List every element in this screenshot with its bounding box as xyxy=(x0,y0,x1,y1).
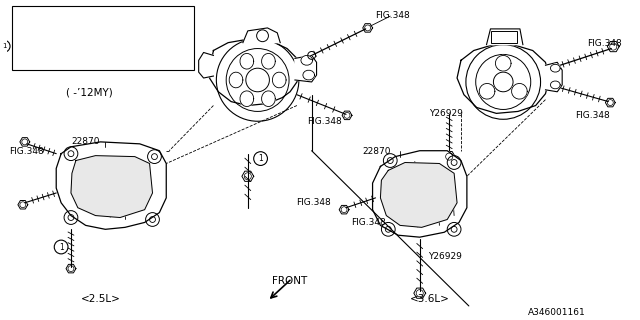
Polygon shape xyxy=(243,28,280,43)
Polygon shape xyxy=(303,70,315,80)
Text: ( -’12MY): ( -’12MY) xyxy=(66,88,113,98)
Text: Y26929: Y26929 xyxy=(429,109,463,118)
Text: <'12MY>: <'12MY> xyxy=(66,60,101,69)
Text: FIG.348: FIG.348 xyxy=(351,218,386,227)
Polygon shape xyxy=(550,81,560,89)
Text: FIG.348: FIG.348 xyxy=(376,11,410,20)
Text: 1: 1 xyxy=(258,154,263,163)
Polygon shape xyxy=(372,151,467,237)
Polygon shape xyxy=(198,52,213,78)
Polygon shape xyxy=(71,156,152,218)
Text: Y26929: Y26929 xyxy=(428,252,461,261)
Text: 22870: 22870 xyxy=(363,147,391,156)
Polygon shape xyxy=(495,55,511,71)
Text: J20865: J20865 xyxy=(15,60,42,69)
Polygon shape xyxy=(295,55,317,82)
Polygon shape xyxy=(301,56,312,65)
Text: <2.5L>: <2.5L> xyxy=(81,294,120,304)
Text: <'12MY>: <'12MY> xyxy=(66,44,101,53)
Polygon shape xyxy=(240,53,253,69)
Text: <-1002>: <-1002> xyxy=(66,12,100,21)
Text: 1: 1 xyxy=(2,43,6,49)
Text: <NA>: <NA> xyxy=(143,60,166,69)
Text: FRONT: FRONT xyxy=(273,276,308,286)
Text: <1002-'11MY>: <1002-'11MY> xyxy=(66,28,124,37)
Polygon shape xyxy=(56,142,166,229)
Polygon shape xyxy=(545,62,562,92)
Polygon shape xyxy=(457,44,549,113)
Text: 22870: 22870 xyxy=(71,137,99,146)
Polygon shape xyxy=(229,72,243,88)
Text: FIG.348: FIG.348 xyxy=(575,111,610,120)
Polygon shape xyxy=(380,163,457,227)
Text: J20865: J20865 xyxy=(15,28,42,37)
Text: FIG.348: FIG.348 xyxy=(307,117,342,126)
Text: A50822: A50822 xyxy=(15,12,44,21)
Polygon shape xyxy=(262,91,275,107)
Text: A50822: A50822 xyxy=(15,44,44,53)
Polygon shape xyxy=(240,91,253,107)
Bar xyxy=(492,31,517,43)
Text: A346001161: A346001161 xyxy=(528,308,586,317)
Text: <TURBO>: <TURBO> xyxy=(143,44,182,53)
Bar xyxy=(12,6,194,70)
Polygon shape xyxy=(550,64,560,72)
Polygon shape xyxy=(486,29,523,44)
Polygon shape xyxy=(479,84,495,99)
Text: <3.6L>: <3.6L> xyxy=(410,294,449,304)
Polygon shape xyxy=(273,72,286,88)
Polygon shape xyxy=(209,39,300,106)
Polygon shape xyxy=(262,53,275,69)
Text: FIG.348: FIG.348 xyxy=(9,147,44,156)
Text: 1: 1 xyxy=(59,243,63,252)
Text: FIG.348: FIG.348 xyxy=(296,198,332,207)
Text: FIG.348: FIG.348 xyxy=(587,39,621,48)
Polygon shape xyxy=(511,84,527,99)
